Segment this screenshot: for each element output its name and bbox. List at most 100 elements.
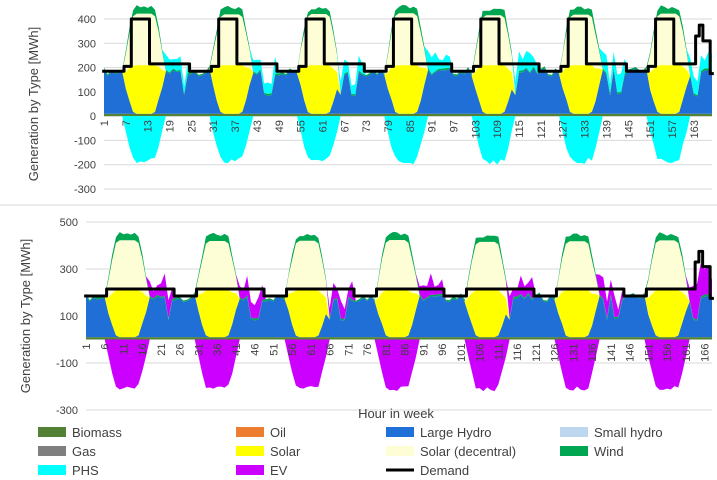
x-tick-label: 115: [514, 120, 526, 138]
x-tick-label: 6: [100, 344, 112, 350]
legend-swatch: [560, 446, 588, 456]
y-tick-label: -100: [56, 358, 78, 370]
legend-label: Solar (decentral): [420, 444, 516, 459]
y-tick-label: 100: [60, 311, 78, 323]
x-tick-label: 161: [681, 344, 693, 362]
x-tick-label: 7: [121, 120, 133, 126]
x-tick-label: 49: [274, 120, 286, 132]
x-tick-label: 133: [580, 120, 592, 138]
x-tick-label: 127: [558, 120, 570, 138]
x-tick-label: 66: [325, 344, 337, 356]
legend-swatch: [386, 427, 414, 437]
x-tick-label: 146: [625, 344, 637, 362]
legend-swatch: [386, 446, 414, 456]
x-tick-label: 136: [587, 344, 599, 362]
legend-label: Oil: [270, 425, 286, 440]
legend-swatch: [38, 446, 66, 456]
y-tick-label: 300: [78, 38, 96, 50]
x-tick-label: 157: [667, 120, 679, 138]
area-solar: [104, 65, 712, 114]
x-tick-label: 16: [137, 344, 149, 356]
x-tick-label: 166: [700, 344, 712, 362]
x-tick-label: 46: [250, 344, 262, 356]
x-tick-label: 55: [296, 120, 308, 132]
legend-label: Wind: [594, 444, 624, 459]
x-tick-label: 97: [449, 120, 461, 132]
x-tick-label: 11: [118, 344, 130, 355]
area-ev-generation: [86, 231, 712, 320]
area-biomass: [86, 337, 712, 340]
y-tick-label: 200: [78, 63, 96, 75]
legend-label: PHS: [72, 463, 99, 478]
x-tick-label: 126: [550, 344, 562, 362]
chart-panel-bottom: 500 300 100 -100 -300 Generation by Type [MWh…: [18, 217, 714, 417]
x-tick-label: 37: [230, 120, 242, 132]
x-tick-label: 111: [493, 344, 505, 361]
x-tick-label: 36: [212, 344, 224, 356]
x-tick-label: 156: [662, 344, 674, 362]
demand-line: [84, 249, 714, 300]
x-tick-label: 13: [143, 120, 155, 132]
x-tick-label: 73: [361, 120, 373, 132]
area-solar-decentral: [104, 13, 712, 97]
y-tick-label: -200: [74, 160, 96, 172]
x-tick-label: 106: [475, 344, 487, 362]
x-tick-label: 41: [231, 344, 243, 356]
x-tick-label: 131: [568, 344, 580, 362]
legend-label: Solar: [270, 444, 301, 459]
y-tick-label: -300: [74, 184, 96, 196]
x-tick-label: 151: [643, 344, 655, 362]
legend-swatch: [560, 427, 588, 437]
x-tick-label: 26: [175, 344, 187, 356]
x-tick-label: 145: [623, 120, 635, 138]
area-large-hydro: [104, 68, 712, 114]
x-tick-label: 56: [287, 344, 299, 356]
y-tick-label: 400: [78, 14, 96, 26]
legend: Biomass Oil Large Hydro Small hydro Gas Solar…: [38, 425, 663, 478]
x-tick-label: 61: [306, 344, 318, 356]
legend-label: Demand: [420, 463, 469, 478]
legend-swatch: [236, 427, 264, 437]
x-axis-label: Hour in week: [358, 406, 434, 421]
x-tick-label: 76: [362, 344, 374, 356]
legend-label: Biomass: [72, 425, 122, 440]
legend-swatch: [236, 446, 264, 456]
x-tick-label: 151: [645, 120, 657, 138]
x-tick-label: 51: [268, 344, 280, 356]
x-tick-label: 121: [531, 344, 543, 362]
x-tick-label: 81: [381, 344, 393, 356]
x-tick-label: 96: [437, 344, 449, 356]
y-tick-label: 100: [78, 87, 96, 99]
area-phs-charging: [104, 116, 712, 165]
legend-label: Small hydro: [594, 425, 663, 440]
legend-label: Large Hydro: [420, 425, 492, 440]
x-tick-label: 139: [601, 120, 613, 138]
x-tick-label: 79: [383, 120, 395, 132]
area-biomass: [104, 113, 712, 117]
x-tick-label: 19: [165, 120, 177, 132]
x-tick-label: 67: [339, 120, 351, 132]
x-tick-label: 101: [456, 344, 468, 362]
y-tick-label: 300: [60, 264, 78, 276]
x-tick-label: 31: [208, 120, 220, 132]
x-tick-label: 141: [606, 344, 618, 362]
area-wind: [104, 4, 712, 97]
x-tick-label: 1: [99, 120, 111, 126]
x-tick-label: 103: [470, 120, 482, 138]
x-tick-label: 116: [512, 344, 524, 362]
x-tick-label: 121: [536, 120, 548, 138]
y-tick-label: 0: [90, 111, 96, 123]
area-ev-charging: [86, 339, 712, 392]
chart-panel-top: 400 300 200 100 0 -100 -200 -300 Generation by T…: [26, 4, 714, 196]
x-tick-label: 31: [193, 344, 205, 356]
area-solar-decentral: [86, 239, 712, 321]
area-large-hydro: [86, 294, 712, 338]
area-phs-generation: [104, 4, 712, 96]
y-axis-label: Generation by Type [MWh]: [26, 27, 41, 181]
x-tick-label: 25: [186, 120, 198, 132]
x-tick-label: 109: [492, 120, 504, 138]
legend-swatch: [38, 465, 66, 475]
y-tick-label: 500: [60, 217, 78, 229]
x-tick-label: 91: [427, 120, 439, 132]
